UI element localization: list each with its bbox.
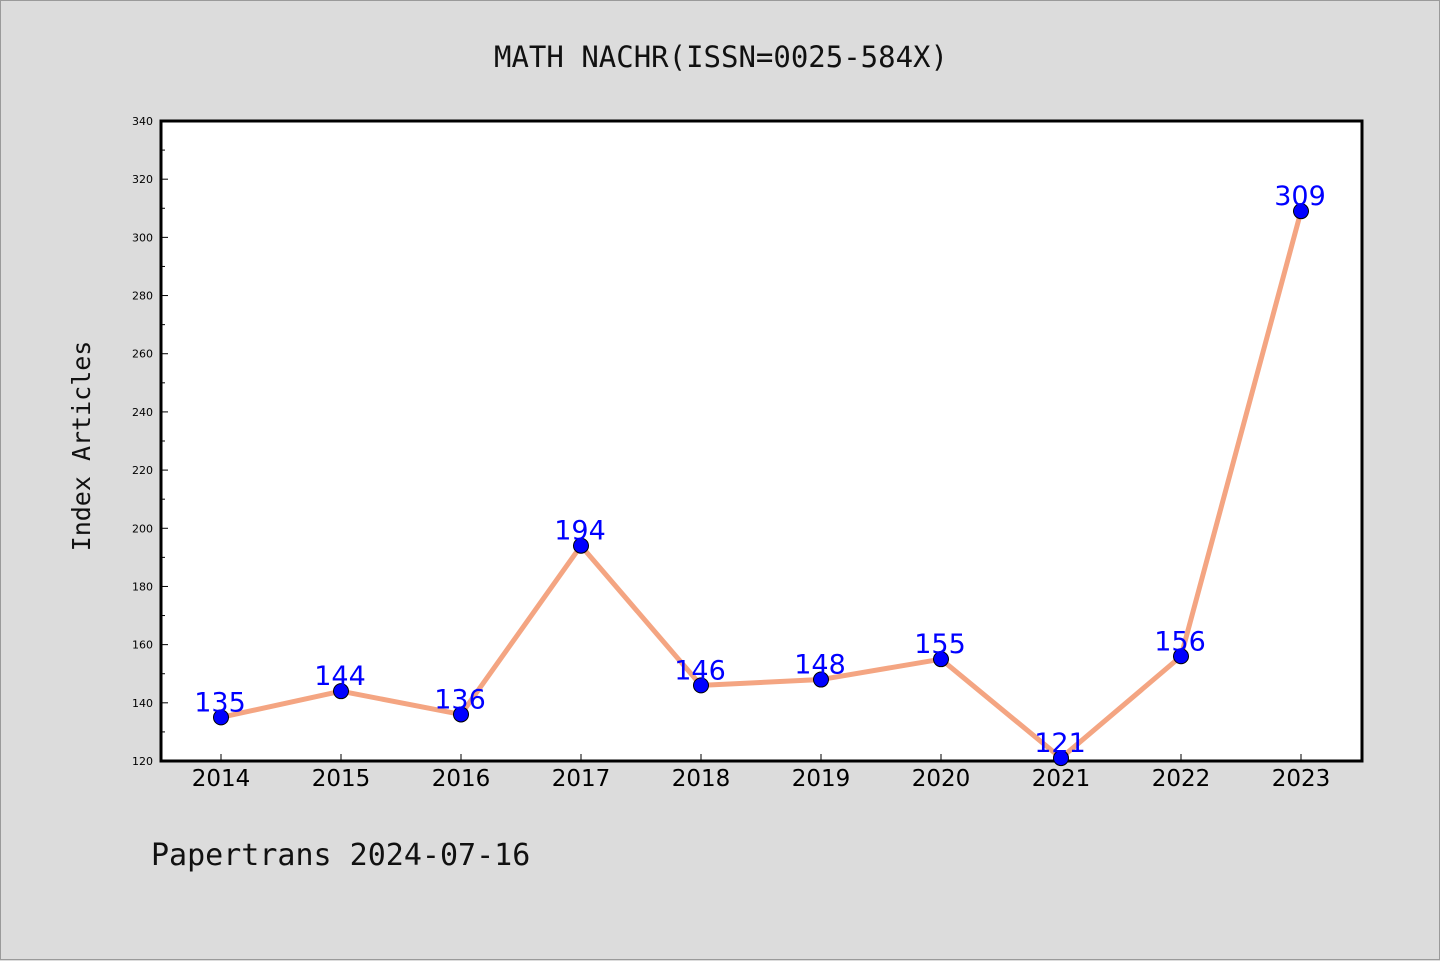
data-markers [213,203,1309,767]
data-point [573,537,589,554]
y-tick-label: 240 [132,406,153,419]
y-axis-label: Index Articles [67,341,96,552]
x-tick-label: 2022 [1152,766,1211,792]
y-tick-label: 300 [132,231,153,244]
y-tick-label: 320 [132,173,153,186]
x-tick-label: 2021 [1032,766,1091,792]
x-tick-label: 2018 [672,766,731,792]
y-tick-label: 280 [132,290,153,303]
data-point [333,683,349,700]
y-tick-label: 220 [132,464,153,477]
x-tick-label: 2019 [792,766,851,792]
data-point [1293,203,1309,220]
y-tick-label: 120 [132,755,153,768]
chart-title: MATH NACHR(ISSN=0025-584X) [494,40,948,74]
x-tick-label: 2016 [432,766,491,792]
data-label: 144 [314,661,366,692]
data-label: 155 [914,629,966,660]
data-label: 135 [194,687,246,718]
data-point [453,706,469,723]
y-tick-label: 340 [132,115,153,128]
series-line [218,208,1304,761]
data-label: 148 [794,650,846,681]
data-label: 136 [434,684,486,715]
y-tick-label: 160 [132,639,153,652]
x-tick-label: 2023 [1272,766,1331,792]
x-tick-label: 2020 [912,766,971,792]
data-label: 156 [1154,626,1206,657]
data-point [933,651,949,668]
y-tick-label: 200 [132,522,153,535]
series-line-group [218,208,1304,761]
x-tick-label: 2017 [552,766,611,792]
x-tick-label: 2014 [192,766,251,792]
y-axis: 120 140 160 180 200 220 240 260 280 300 320 340 [132,115,168,768]
y-tick-label: 180 [132,580,153,593]
footer-text: Papertrans 2024-07-16 [151,838,530,873]
y-tick-label: 140 [132,697,153,710]
data-label: 194 [554,516,606,547]
plot-area [159,119,1364,763]
data-point [1173,648,1189,665]
data-point [813,671,829,688]
x-tick-label: 2015 [312,766,371,792]
y-tick-label: 260 [132,348,153,361]
data-point [213,709,229,726]
data-label: 309 [1274,181,1326,212]
data-point [1053,750,1069,767]
data-label: 146 [674,655,726,686]
data-labels: 135 144 136 194 146 148 155 121 156 309 [194,181,1326,759]
data-point [693,677,709,694]
data-label: 121 [1034,728,1086,759]
x-axis: 2014 2015 2016 2017 2018 2019 2020 2021 2022 2023 [192,754,1331,792]
